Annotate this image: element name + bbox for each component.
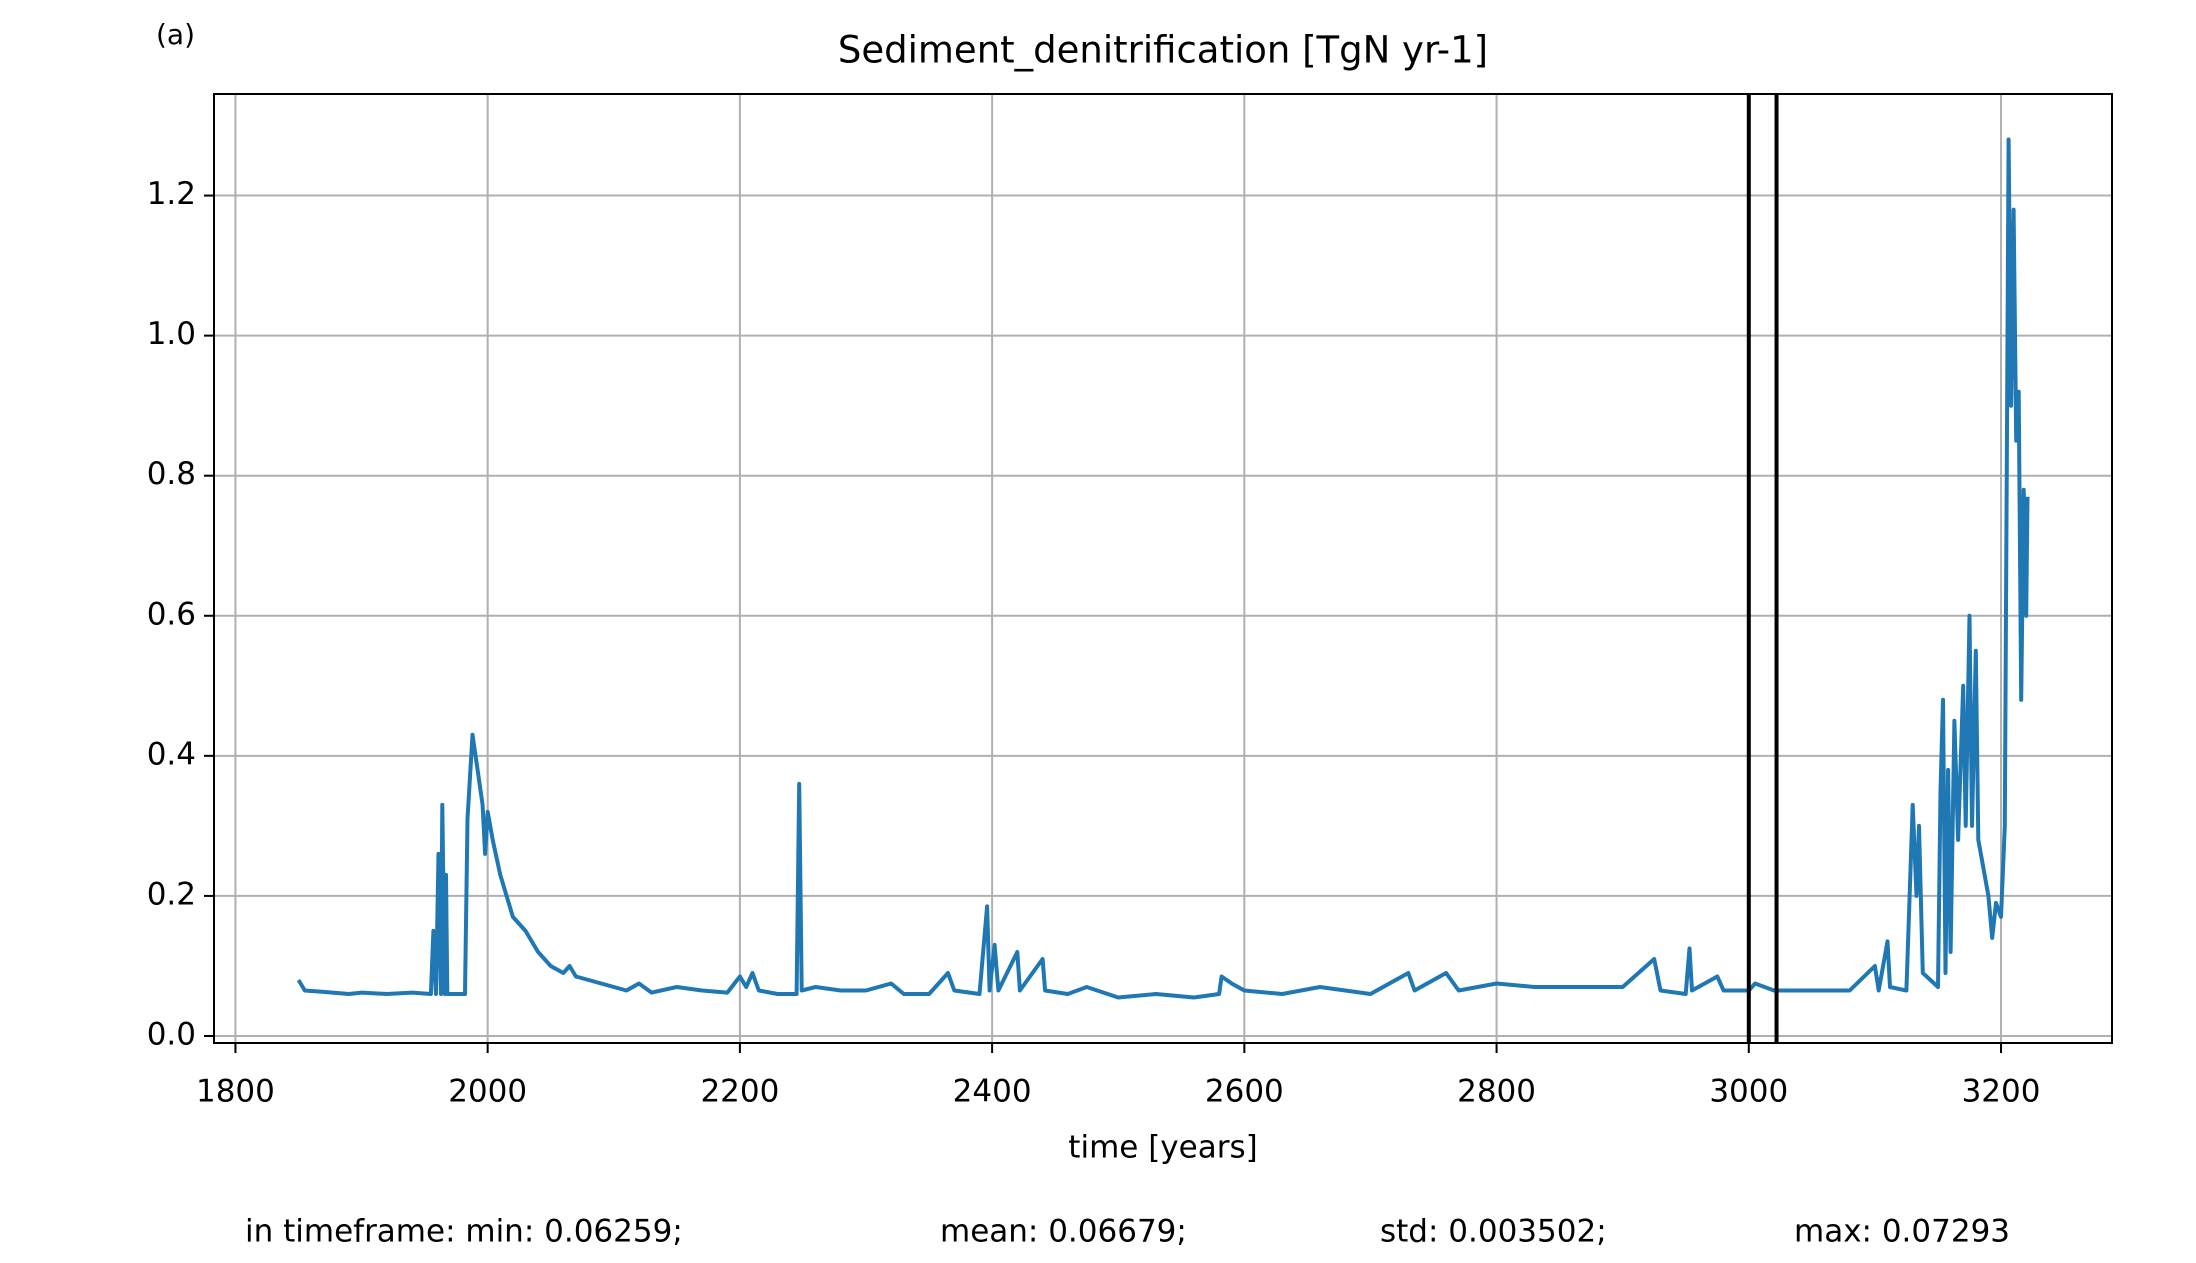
x-tick-label: 3000 bbox=[1709, 1074, 1788, 1110]
chart-title: Sediment_denitrification [TgN yr-1] bbox=[838, 29, 1488, 72]
y-tick-label: 1.2 bbox=[147, 176, 196, 212]
data-line bbox=[296, 137, 2030, 1000]
stat-text: mean: 0.06679; bbox=[940, 1214, 1187, 1250]
y-tick-label: 0.6 bbox=[147, 596, 196, 632]
panel-label: (a) bbox=[156, 18, 195, 51]
x-tick-label: 2000 bbox=[448, 1074, 527, 1110]
stat-text: max: 0.07293 bbox=[1794, 1214, 2010, 1250]
y-tick-label: 0.0 bbox=[147, 1016, 196, 1052]
x-tick-label: 2400 bbox=[953, 1074, 1032, 1110]
x-tick-label: 2800 bbox=[1457, 1074, 1536, 1110]
plot-frame bbox=[213, 93, 2113, 1044]
y-tick-label: 0.8 bbox=[147, 456, 196, 492]
x-tick-label: 1800 bbox=[196, 1074, 275, 1110]
y-tick-label: 1.0 bbox=[147, 316, 196, 352]
stat-text: in timeframe: min: 0.06259; bbox=[245, 1214, 683, 1250]
x-axis-label: time [years] bbox=[1068, 1130, 1257, 1166]
x-tick-label: 2600 bbox=[1205, 1074, 1284, 1110]
y-tick-label: 0.4 bbox=[147, 736, 196, 772]
y-tick-label: 0.2 bbox=[147, 876, 196, 912]
stat-text: std: 0.003502; bbox=[1380, 1214, 1607, 1250]
x-tick-label: 3200 bbox=[1962, 1074, 2041, 1110]
x-tick-label: 2200 bbox=[700, 1074, 779, 1110]
